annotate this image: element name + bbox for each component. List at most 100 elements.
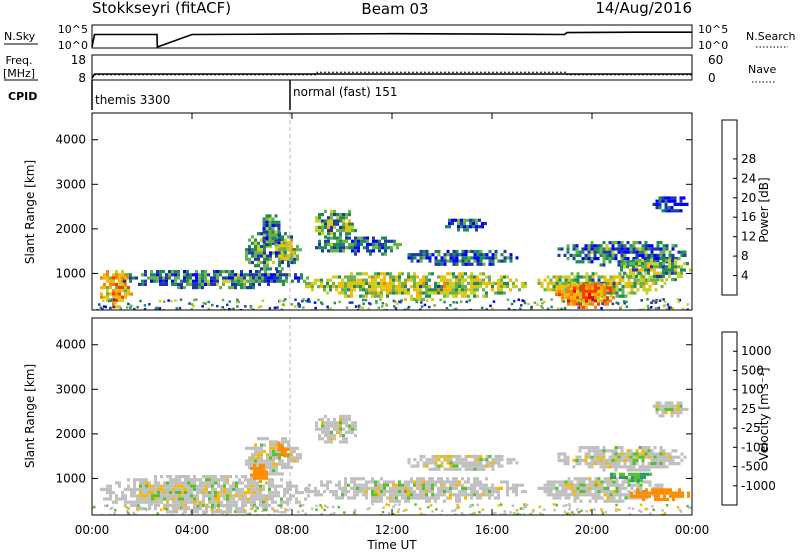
- heatmap-cell: [416, 285, 419, 289]
- heatmap-cell: [365, 480, 368, 484]
- heatmap-cell: [256, 470, 259, 474]
- heatmap-cell: [151, 484, 154, 488]
- heatmap-cell: [588, 292, 591, 297]
- heatmap-cell: [178, 306, 182, 310]
- heatmap-cell: [679, 411, 683, 415]
- heatmap-cell: [301, 300, 304, 303]
- heatmap-cell: [271, 497, 274, 501]
- heatmap-cell: [407, 461, 411, 465]
- heatmap-cell: [321, 421, 324, 425]
- heatmap-cell: [473, 490, 476, 494]
- heatmap-cell: [588, 483, 592, 487]
- heatmap-cell: [661, 199, 665, 203]
- heatmap-cell: [636, 496, 640, 500]
- heatmap-cell: [112, 305, 116, 309]
- heatmap-cell: [225, 506, 229, 510]
- heatmap-cell: [588, 493, 592, 497]
- heatmap-cell: [671, 268, 674, 272]
- heatmap-cell: [494, 281, 497, 285]
- heatmap-cell: [642, 480, 646, 484]
- heatmap-cell: [482, 288, 485, 292]
- heatmap-cell: [597, 275, 601, 279]
- heatmap-cell: [395, 483, 398, 487]
- heatmap-cell: [590, 446, 594, 450]
- heatmap-cell: [381, 305, 384, 308]
- heatmap-cell: [638, 452, 642, 456]
- heatmap-cell: [590, 462, 594, 466]
- heatmap-cell: [476, 496, 479, 500]
- heatmap-cell: [210, 276, 213, 280]
- heatmap-cell: [142, 494, 145, 498]
- heatmap-cell: [134, 513, 137, 515]
- heatmap-cell: [342, 246, 345, 250]
- heatmap-cell: [428, 291, 431, 295]
- heatmap-cell: [342, 437, 345, 441]
- heatmap-cell: [266, 244, 269, 249]
- heatmap-cell: [271, 230, 275, 234]
- heatmap-cell: [621, 486, 625, 490]
- heatmap-cell: [479, 272, 482, 276]
- heatmap-cell: [238, 491, 241, 495]
- heatmap-cell: [371, 499, 374, 503]
- heatmap-cell: [255, 279, 258, 283]
- heatmap-cell: [265, 507, 268, 511]
- heatmap-cell: [562, 504, 566, 508]
- heatmap-cell: [172, 507, 175, 511]
- heatmap-cell: [265, 220, 269, 224]
- heatmap-cell: [633, 490, 637, 494]
- heatmap-cell: [455, 256, 459, 260]
- heatmap-cell: [350, 496, 353, 500]
- heatmap-cell: [145, 478, 148, 482]
- heatmap-cell: [321, 229, 324, 233]
- heatmap-cell: [591, 296, 594, 300]
- heatmap-cell: [638, 250, 642, 254]
- heatmap-cell: [186, 279, 189, 283]
- heatmap-cell: [624, 285, 628, 289]
- heatmap-cell: [356, 281, 359, 285]
- heatmap-cell: [374, 281, 377, 285]
- heatmap-cell: [337, 505, 340, 509]
- heatmap-cell: [267, 276, 270, 280]
- heatmap-cell: [326, 486, 329, 490]
- heatmap-cell: [266, 238, 269, 242]
- heatmap-cell: [194, 508, 197, 511]
- heatmap-cell: [473, 291, 476, 295]
- heatmap-cell: [223, 494, 226, 498]
- heatmap-cell: [661, 407, 665, 411]
- heatmap-cell: [190, 500, 193, 504]
- heatmap-cell: [308, 281, 311, 285]
- heatmap-cell: [198, 286, 201, 290]
- heatmap-cell: [251, 241, 254, 245]
- heatmap-cell: [581, 446, 585, 450]
- heatmap-cell: [133, 500, 136, 504]
- heatmap-cell: [624, 493, 628, 497]
- heatmap-cell: [180, 282, 183, 286]
- heatmap-cell: [662, 455, 666, 459]
- heatmap-cell: [437, 467, 441, 471]
- heatmap-cell: [579, 490, 583, 494]
- heatmap-cell: [644, 241, 648, 245]
- heatmap-cell: [650, 462, 654, 466]
- heatmap-cell: [455, 461, 459, 465]
- heatmap-cell: [148, 494, 151, 498]
- heatmap-cell: [284, 232, 287, 236]
- heatmap-cell: [659, 250, 663, 254]
- heatmap-cell: [136, 478, 139, 482]
- heatmap-cell: [645, 488, 648, 492]
- heatmap-cell: [437, 477, 440, 481]
- heatmap-cell: [627, 493, 631, 497]
- heatmap-cell: [357, 242, 360, 247]
- heatmap-cell: [428, 458, 432, 462]
- heatmap-cell: [159, 273, 162, 277]
- heatmap-cell: [374, 493, 377, 497]
- heatmap-cell: [262, 507, 265, 511]
- heatmap-cell: [260, 251, 263, 255]
- heatmap-cell: [356, 477, 359, 481]
- heatmap-cell: [127, 286, 130, 290]
- heatmap-cell: [257, 306, 261, 309]
- heatmap-cell: [683, 250, 687, 254]
- heatmap-cell: [491, 281, 494, 285]
- heatmap-cell: [590, 241, 594, 245]
- heatmap-cell: [265, 503, 268, 507]
- heatmap-cell: [196, 494, 199, 498]
